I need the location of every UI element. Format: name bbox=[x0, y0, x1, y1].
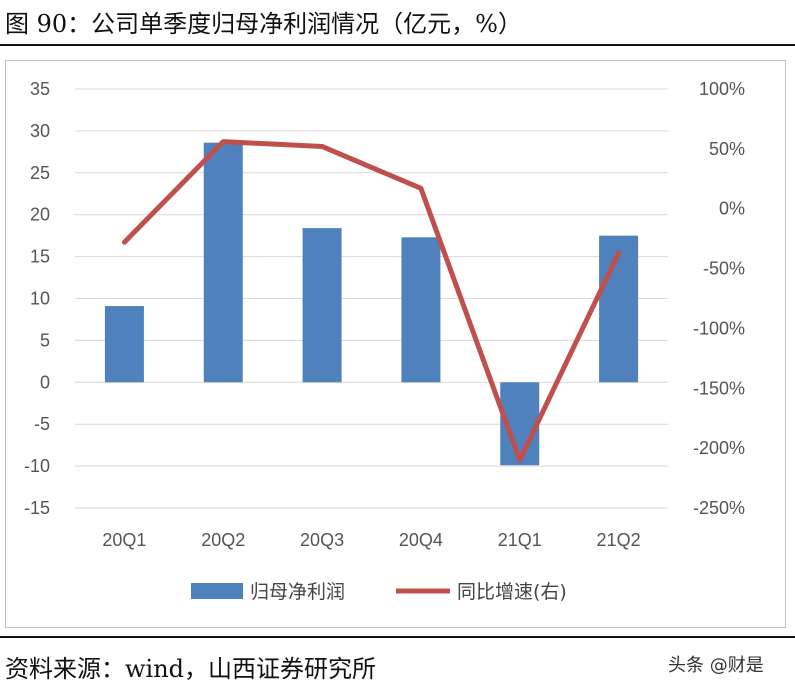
left-tick-label: 10 bbox=[30, 289, 50, 309]
category-axis-labels: 20Q1 20Q2 20Q3 20Q4 21Q1 21Q2 bbox=[102, 530, 640, 550]
legend-bar-label: 归母净利润 bbox=[250, 581, 345, 603]
left-tick-label: 30 bbox=[30, 121, 50, 141]
legend: 归母净利润 同比增速(右) bbox=[191, 581, 567, 603]
bar-21Q2 bbox=[599, 235, 639, 383]
bar-20Q1 bbox=[104, 306, 144, 383]
right-tick-label: 50% bbox=[709, 139, 745, 159]
watermark: 头条 @财是 bbox=[668, 655, 764, 676]
left-tick-label: -5 bbox=[34, 414, 50, 434]
right-tick-label: -50% bbox=[703, 259, 745, 279]
category-label: 20Q4 bbox=[399, 530, 443, 550]
category-label: 20Q3 bbox=[300, 530, 344, 550]
left-tick-label: -10 bbox=[24, 456, 50, 476]
source-note: 资料来源：wind，山西证券研究所 bbox=[5, 655, 377, 683]
left-tick-label: 35 bbox=[30, 79, 50, 99]
right-tick-label: 0% bbox=[719, 199, 745, 219]
legend-line-label: 同比增速(右) bbox=[457, 581, 567, 603]
bar-20Q2 bbox=[203, 142, 243, 383]
left-tick-label: 5 bbox=[40, 330, 50, 350]
legend-bar-swatch bbox=[191, 583, 243, 599]
chart-frame bbox=[5, 60, 786, 628]
right-tick-label: -200% bbox=[693, 438, 745, 458]
source-rule bbox=[0, 636, 795, 638]
right-tick-label: -250% bbox=[693, 498, 745, 518]
category-label: 21Q2 bbox=[597, 530, 641, 550]
category-label: 20Q1 bbox=[102, 530, 146, 550]
bar-20Q4 bbox=[401, 237, 441, 383]
line-series bbox=[121, 139, 622, 463]
category-label: 21Q1 bbox=[498, 530, 542, 550]
left-tick-label: 20 bbox=[30, 205, 50, 225]
category-label: 20Q2 bbox=[201, 530, 245, 550]
right-tick-label: 100% bbox=[699, 79, 745, 99]
left-tick-label: 15 bbox=[30, 247, 50, 267]
right-tick-label: -100% bbox=[693, 318, 745, 338]
right-tick-label: -150% bbox=[693, 378, 745, 398]
right-axis-ticks: 100% 50% 0% -50% -100% -150% -200% -250% bbox=[693, 79, 745, 518]
bar-20Q3 bbox=[302, 228, 342, 383]
growth-line bbox=[121, 139, 622, 463]
left-tick-label: -15 bbox=[24, 498, 50, 518]
gridlines bbox=[75, 88, 668, 509]
bar-series bbox=[104, 142, 639, 466]
left-axis-ticks: 35 30 25 20 15 10 5 0 -5 -10 -15 bbox=[24, 79, 50, 518]
left-tick-label: 0 bbox=[40, 372, 50, 392]
figure-title: 图 90：公司单季度归母净利润情况（亿元，%） bbox=[5, 10, 522, 38]
title-rule bbox=[0, 44, 795, 46]
left-tick-label: 25 bbox=[30, 163, 50, 183]
